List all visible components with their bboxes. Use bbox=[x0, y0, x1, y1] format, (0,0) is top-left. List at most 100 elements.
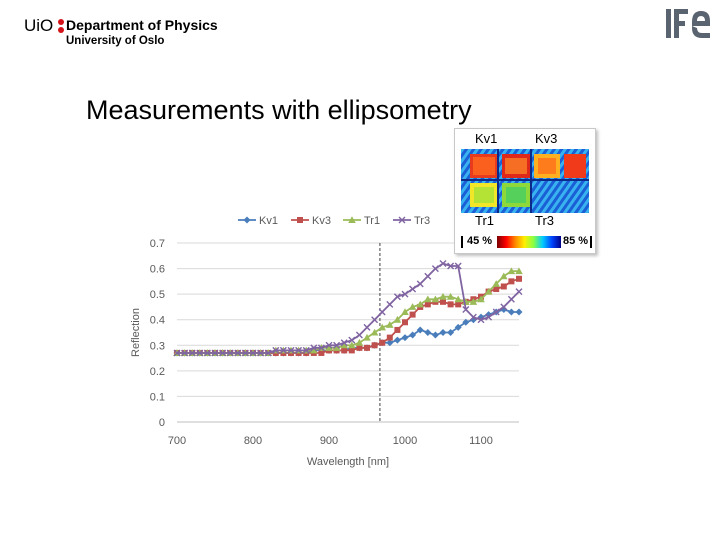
inset-label-tr1: Tr1 bbox=[475, 213, 495, 228]
data-point-kv3 bbox=[371, 342, 378, 349]
data-point-tr3 bbox=[462, 305, 470, 313]
data-point-tr3 bbox=[378, 308, 386, 316]
data-point-tr3 bbox=[363, 323, 371, 331]
data-point-tr3 bbox=[439, 259, 447, 267]
legend-marker-tr3 bbox=[398, 216, 406, 224]
data-point-kv3 bbox=[386, 334, 393, 341]
data-point-tr1 bbox=[401, 308, 409, 316]
data-point-tr3 bbox=[310, 344, 318, 352]
data-point-kv1 bbox=[439, 329, 447, 336]
data-point-tr3 bbox=[249, 349, 257, 357]
data-point-tr3 bbox=[431, 265, 439, 273]
data-point-tr1 bbox=[370, 328, 379, 336]
data-point-tr3 bbox=[371, 316, 379, 324]
data-point-kv1 bbox=[447, 329, 455, 336]
data-point-kv1 bbox=[416, 326, 424, 334]
data-point-kv3 bbox=[402, 319, 408, 326]
x-axis-title: Wavelength [nm] bbox=[307, 456, 389, 468]
y-tick-label: 0 bbox=[159, 417, 165, 429]
data-point-tr1 bbox=[484, 287, 493, 295]
data-point-tr1 bbox=[431, 295, 440, 303]
data-point-tr3 bbox=[469, 313, 477, 321]
inset-label-tr3: Tr3 bbox=[535, 213, 555, 228]
data-point-kv1 bbox=[393, 336, 401, 344]
data-point-tr1 bbox=[439, 292, 447, 300]
data-point-kv1 bbox=[424, 329, 432, 336]
data-point-tr3 bbox=[257, 349, 265, 357]
data-point-kv3 bbox=[364, 344, 370, 351]
series-line-kv1 bbox=[177, 308, 519, 354]
data-point-kv3 bbox=[318, 349, 325, 356]
data-point-tr1 bbox=[446, 292, 455, 300]
data-point-tr3 bbox=[416, 280, 424, 288]
data-point-kv3 bbox=[409, 311, 416, 318]
y-axis-title: Reflection bbox=[130, 308, 142, 357]
data-point-tr1 bbox=[310, 346, 318, 354]
y-tick-label: 0.6 bbox=[150, 264, 165, 276]
data-point-tr3 bbox=[295, 346, 303, 354]
uio-dots-icon bbox=[58, 19, 66, 33]
data-point-tr3 bbox=[454, 262, 462, 270]
legend-label-tr1: Tr1 bbox=[364, 215, 380, 227]
inset-reflection-map: Kv1 Kv3 Tr1 Tr3 45 % 85 % bbox=[454, 128, 596, 254]
data-point-tr3 bbox=[447, 262, 455, 270]
scale-tick-right bbox=[590, 236, 592, 248]
x-tick-label: 900 bbox=[320, 435, 338, 447]
data-point-tr1 bbox=[408, 303, 417, 310]
data-point-tr3 bbox=[234, 349, 242, 357]
legend-label-tr3: Tr3 bbox=[414, 215, 430, 227]
data-point-tr1 bbox=[477, 295, 485, 303]
data-point-tr1 bbox=[378, 323, 386, 331]
data-point-tr3 bbox=[401, 290, 409, 298]
data-point-tr1 bbox=[340, 341, 348, 349]
data-point-kv1 bbox=[462, 318, 470, 326]
data-point-tr3 bbox=[333, 341, 341, 349]
data-point-tr3 bbox=[287, 346, 295, 354]
data-point-tr3 bbox=[264, 349, 272, 357]
uio-wordmark: UiO bbox=[24, 16, 54, 35]
data-point-kv3 bbox=[348, 347, 355, 354]
data-point-tr3 bbox=[272, 346, 280, 354]
data-point-kv1 bbox=[507, 308, 515, 316]
legend-marker-kv3 bbox=[297, 217, 303, 223]
x-tick-label: 1100 bbox=[469, 435, 493, 447]
data-point-tr3 bbox=[325, 341, 333, 349]
ife-logo-icon bbox=[666, 9, 710, 38]
data-point-tr3 bbox=[409, 285, 417, 293]
legend-marker-kv1 bbox=[243, 216, 251, 224]
data-point-tr1 bbox=[515, 267, 523, 275]
data-point-kv3 bbox=[447, 301, 454, 308]
data-point-tr1 bbox=[492, 280, 500, 287]
data-point-kv1 bbox=[454, 323, 462, 331]
data-point-kv3 bbox=[394, 326, 401, 333]
data-point-tr3 bbox=[386, 300, 394, 308]
y-tick-label: 0.3 bbox=[150, 340, 165, 352]
data-point-kv3 bbox=[455, 301, 462, 308]
data-point-kv1 bbox=[431, 331, 439, 339]
data-point-kv1 bbox=[386, 339, 394, 347]
data-point-tr3 bbox=[211, 349, 219, 357]
data-point-tr3 bbox=[500, 303, 508, 311]
data-point-kv3 bbox=[341, 347, 348, 354]
y-tick-label: 0.2 bbox=[150, 366, 165, 378]
data-point-tr3 bbox=[196, 349, 204, 357]
slide-title: Measurements with ellipsometry bbox=[86, 95, 472, 125]
data-point-tr3 bbox=[219, 349, 227, 357]
data-point-tr3 bbox=[340, 339, 348, 347]
data-point-tr3 bbox=[507, 295, 515, 303]
data-point-tr1 bbox=[416, 300, 424, 308]
x-tick-label: 700 bbox=[168, 435, 186, 447]
y-tick-label: 0.4 bbox=[150, 315, 165, 327]
data-point-tr3 bbox=[279, 346, 287, 354]
data-point-tr3 bbox=[241, 349, 249, 357]
university-name: University of Oslo bbox=[66, 35, 165, 47]
data-point-tr1 bbox=[332, 344, 341, 351]
data-point-tr3 bbox=[181, 349, 189, 357]
data-point-tr3 bbox=[492, 308, 500, 316]
reflection-map-image bbox=[461, 149, 589, 213]
data-point-tr1 bbox=[424, 295, 432, 303]
data-point-tr3 bbox=[515, 288, 523, 296]
data-point-kv1 bbox=[409, 331, 417, 339]
legend-label-kv1: Kv1 bbox=[259, 215, 278, 227]
